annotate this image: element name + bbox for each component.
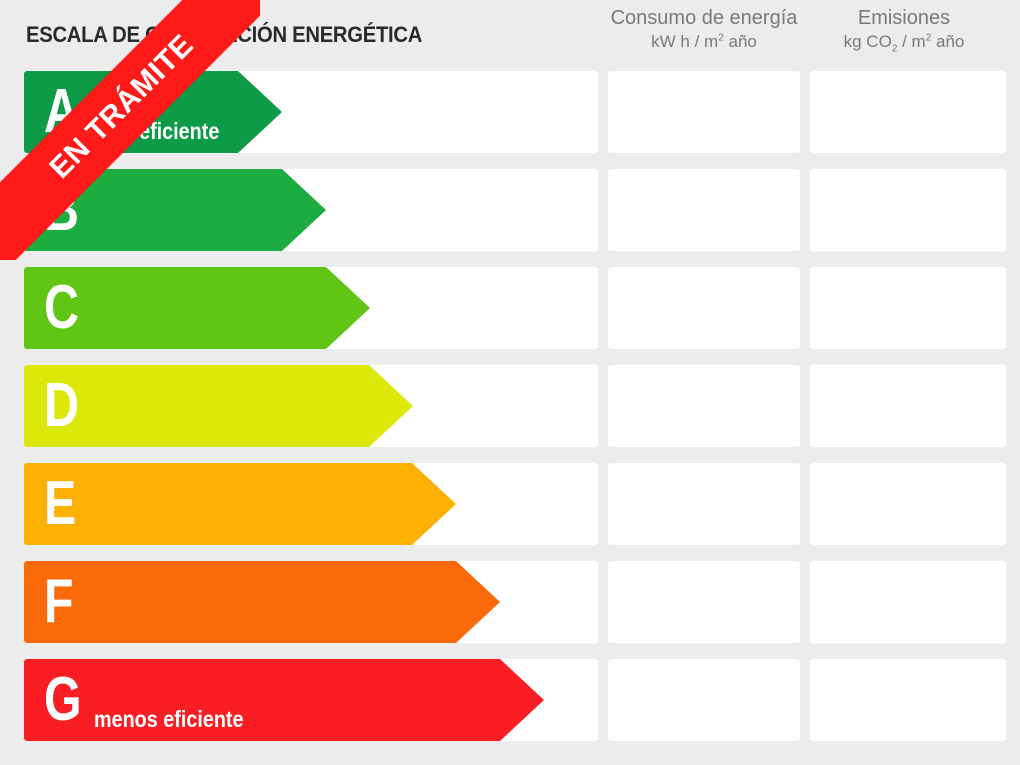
emissions-value-cell [810, 463, 1006, 545]
rating-arrow-e: E [24, 463, 456, 545]
rating-arrow-c: C [24, 267, 370, 349]
rating-arrow-d: D [24, 365, 413, 447]
status-banner-wrap: EN TRÁMITE [0, 0, 260, 260]
rating-letter: D [44, 371, 79, 440]
emissions-value-cell [810, 71, 1006, 153]
energy-value-cell [608, 169, 800, 251]
energy-consumption-header: Consumo de energía kW h / m2 año [604, 6, 804, 52]
rating-arrow-f: F [24, 561, 500, 643]
energy-value-cell [608, 561, 800, 643]
emissions-title: Emisiones [857, 7, 951, 29]
rating-row-f: F [0, 561, 1020, 643]
rating-letter: C [44, 273, 79, 342]
rating-row-b: B [0, 169, 1020, 251]
rating-row-c: C [0, 267, 1020, 349]
emissions-header: Emisiones kg CO2 / m2 año [806, 6, 1002, 56]
energy-value-cell [608, 267, 800, 349]
rating-row-g: G menos eficiente [0, 659, 1020, 741]
rating-arrow-g: G menos eficiente [24, 659, 544, 741]
energy-consumption-title: Consumo de energía [610, 7, 798, 29]
status-banner: EN TRÁMITE [0, 0, 260, 260]
emissions-value-cell [810, 267, 1006, 349]
emissions-value-cell [810, 169, 1006, 251]
rating-label: menos eficiente [94, 706, 244, 732]
emissions-unit: kg CO2 / m2 año [843, 32, 965, 55]
energy-value-cell [608, 659, 800, 741]
rating-letter: G [44, 665, 82, 734]
emissions-value-cell [810, 365, 1006, 447]
emissions-value-cell [810, 659, 1006, 741]
emissions-value-cell [810, 561, 1006, 643]
energy-value-cell [608, 463, 800, 545]
rating-row-e: E [0, 463, 1020, 545]
energy-consumption-unit: kW h / m2 año [651, 32, 757, 51]
energy-value-cell [608, 365, 800, 447]
energy-value-cell [608, 71, 800, 153]
rating-letter: E [44, 469, 77, 538]
rating-row-d: D [0, 365, 1020, 447]
rating-letter: F [44, 567, 74, 636]
